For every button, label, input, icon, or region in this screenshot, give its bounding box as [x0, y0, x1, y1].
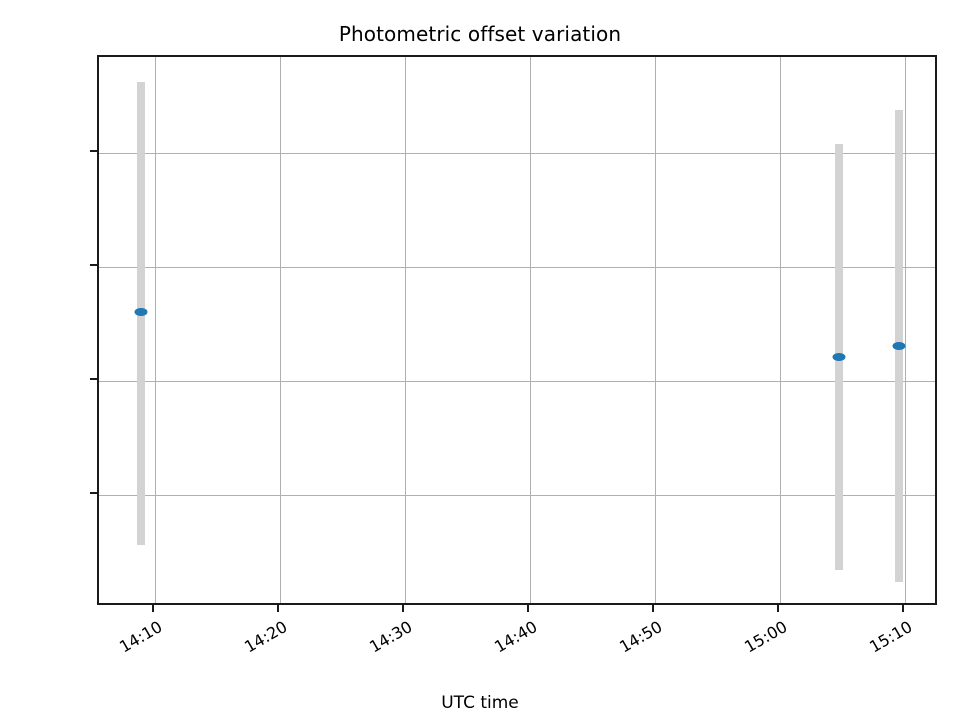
data-point-0[interactable] — [134, 308, 148, 316]
xtick-label-1500: 15:00 — [741, 617, 791, 657]
xtick-label-1440: 14:40 — [491, 617, 541, 657]
chart-title: Photometric offset variation — [338, 22, 622, 46]
gridline-x-1450 — [655, 57, 656, 603]
grid-layer — [99, 57, 935, 603]
xtick-mark-1430 — [402, 605, 404, 612]
gridline-y-9.4 — [99, 495, 935, 496]
gridline-x-1420 — [280, 57, 281, 603]
xtick-label-1420: 14:20 — [241, 617, 291, 657]
ytick-mark-9.7 — [90, 150, 97, 152]
xtick-mark-1420 — [277, 605, 279, 612]
data-series-photometric-offset — [99, 57, 935, 603]
x-axis-label: UTC time — [441, 693, 519, 713]
xtick-mark-1410 — [152, 605, 154, 612]
xtick-label-1410: 14:10 — [116, 617, 166, 657]
ytick-mark-9.6 — [90, 264, 97, 266]
xtick-mark-1440 — [527, 605, 529, 612]
ytick-mark-9.4 — [90, 492, 97, 494]
xtick-label-1430: 14:30 — [366, 617, 416, 657]
gridline-y-9.5 — [99, 381, 935, 382]
xtick-label-1510: 15:10 — [866, 617, 916, 657]
data-point-2[interactable] — [892, 342, 906, 350]
gridline-y-9.6 — [99, 267, 935, 268]
gridline-x-1430 — [405, 57, 406, 603]
ytick-mark-9.5 — [90, 378, 97, 380]
plot-area — [97, 55, 937, 605]
gridline-x-1500 — [780, 57, 781, 603]
gridline-x-1510 — [905, 57, 906, 603]
xtick-mark-1500 — [777, 605, 779, 612]
gridline-x-1410 — [155, 57, 156, 603]
xtick-label-1450: 14:50 — [616, 617, 666, 657]
gridline-y-9.7 — [99, 153, 935, 154]
xtick-mark-1450 — [652, 605, 654, 612]
data-point-1[interactable] — [832, 353, 846, 361]
gridline-x-1440 — [530, 57, 531, 603]
xtick-mark-1510 — [902, 605, 904, 612]
